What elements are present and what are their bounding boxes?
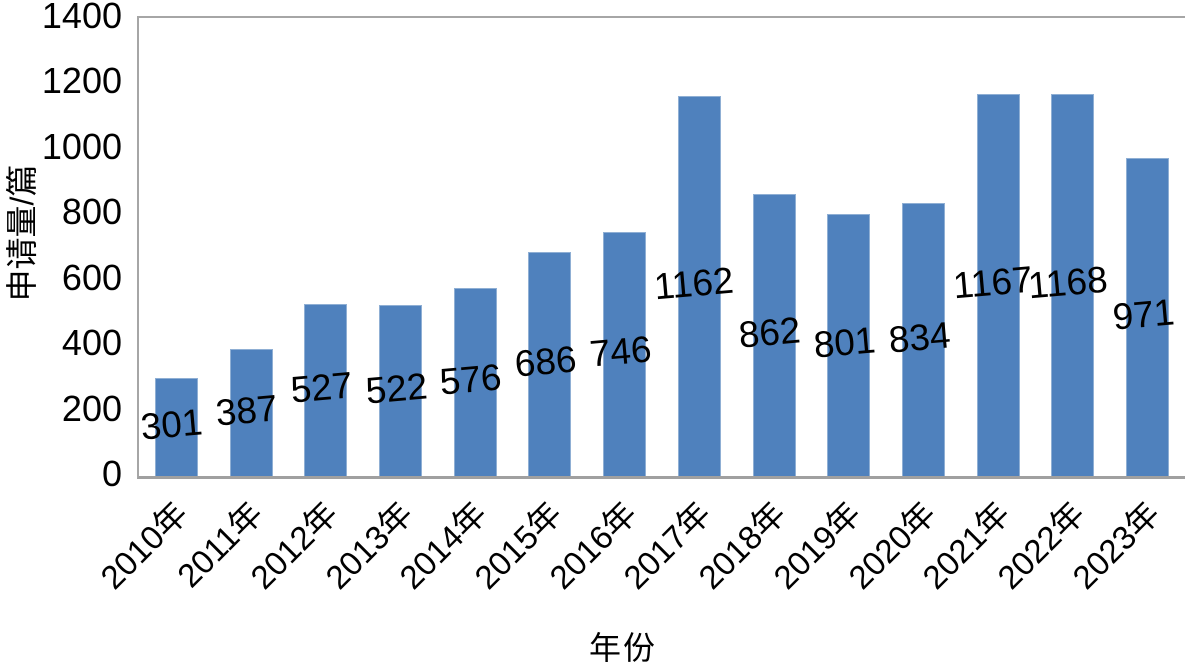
bar-value-label: 522	[363, 364, 429, 412]
y-tick-label: 400	[61, 322, 122, 364]
bar-value-label: 1168	[1026, 258, 1110, 307]
bar-value-label: 1167	[951, 258, 1035, 307]
bar-2013年	[379, 305, 422, 476]
y-tick-label: 1400	[41, 0, 122, 36]
y-tick-label: 1000	[41, 125, 122, 167]
bar-value-label: 834	[886, 313, 952, 361]
bar-value-label: 746	[587, 328, 653, 375]
bar-value-label: 686	[512, 338, 578, 385]
bar-2018年	[752, 194, 796, 476]
bar-2016年	[603, 231, 647, 476]
bar-value-label: 862	[737, 309, 803, 356]
bar-2014年	[453, 287, 497, 476]
plot-area	[137, 16, 1185, 479]
bar-value-label: 576	[438, 356, 504, 403]
bar-2011年	[229, 349, 273, 476]
bar-2020年	[902, 203, 945, 476]
bar-value-label: 301	[139, 401, 205, 448]
bar-2015年	[528, 251, 572, 476]
bar-value-label: 387	[214, 387, 280, 434]
bar-2021年	[976, 94, 1020, 476]
y-tick-label: 0	[101, 453, 122, 494]
x-axis-title: 年份	[588, 630, 657, 666]
bar-2023年	[1126, 158, 1170, 476]
bar-2017年	[677, 95, 721, 476]
y-tick-label: 200	[61, 387, 122, 429]
y-tick-label: 800	[61, 191, 122, 233]
y-tick-label: 1200	[41, 60, 122, 102]
bar-value-label: 801	[811, 319, 877, 366]
bar-value-label: 527	[288, 364, 354, 411]
bar-value-label: 971	[1110, 291, 1176, 338]
bar-2010年	[154, 377, 198, 476]
bar-value-label: 1162	[652, 259, 736, 308]
bar-2012年	[304, 303, 348, 476]
y-tick-label: 600	[61, 256, 122, 298]
bar-2019年	[827, 213, 871, 476]
bar-2022年	[1051, 93, 1095, 476]
